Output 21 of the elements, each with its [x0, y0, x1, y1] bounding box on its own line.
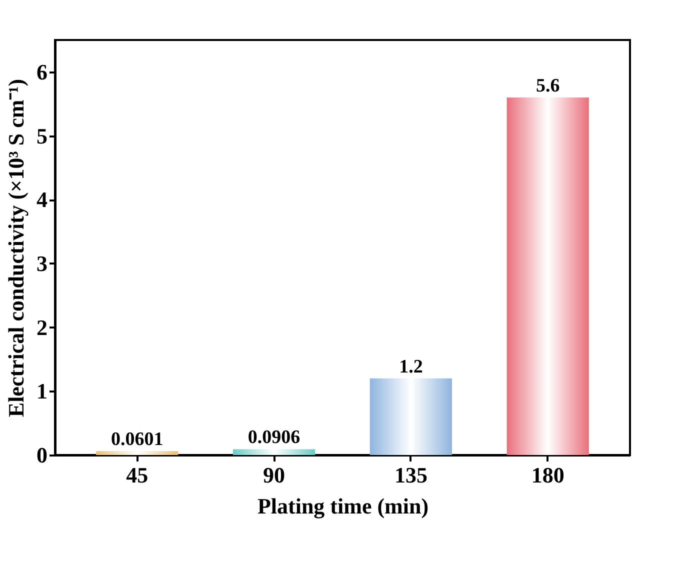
bar — [232, 449, 316, 455]
y-tick-label: 3 — [36, 250, 48, 276]
y-tick-label: 4 — [36, 187, 48, 212]
x-tick-label: 180 — [531, 462, 564, 488]
y-tick-label: 6 — [36, 59, 48, 84]
y-tick-label: 2 — [36, 314, 48, 340]
data-label: 5.6 — [536, 75, 560, 96]
bar — [370, 378, 452, 455]
data-label: 0.0906 — [248, 427, 300, 448]
y-axis-title: Electrical conductivity (×10³ S cm⁻¹) — [4, 78, 28, 418]
x-tick-label: 45 — [126, 462, 148, 488]
x-axis-title: Plating time (min) — [257, 494, 429, 518]
y-tick-label: 5 — [36, 123, 48, 148]
x-tick-label: 90 — [263, 462, 286, 488]
x-tick-label: 135 — [394, 462, 428, 488]
y-tick-label: 0 — [36, 442, 48, 468]
bar — [506, 97, 589, 455]
bar — [96, 451, 178, 455]
data-label: 0.0601 — [111, 429, 164, 450]
y-tick-label: 1 — [36, 378, 48, 404]
data-label: 1.2 — [399, 356, 423, 378]
